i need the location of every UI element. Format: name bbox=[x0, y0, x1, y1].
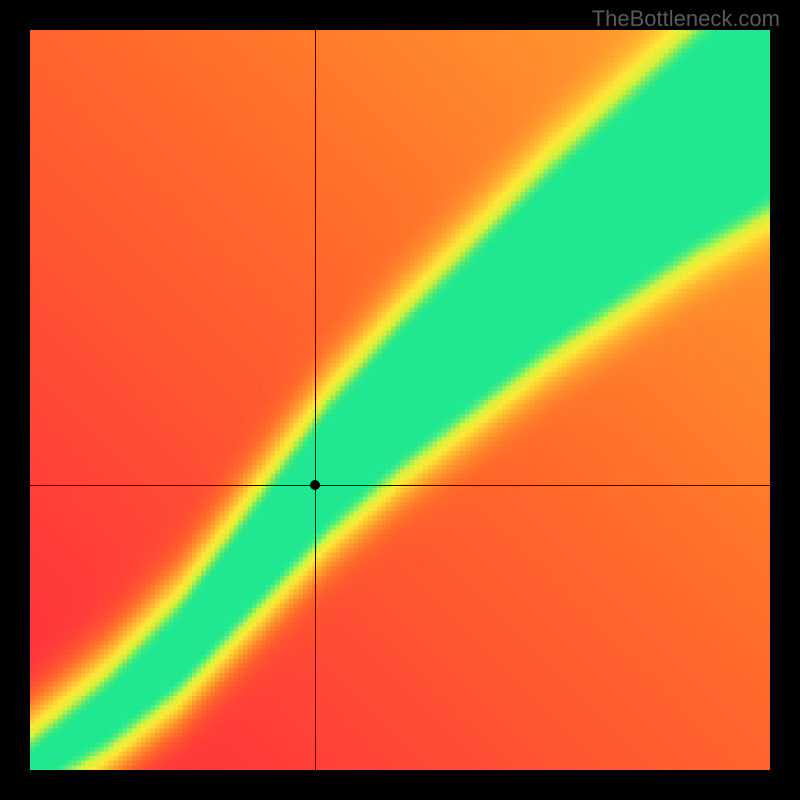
watermark-text: TheBottleneck.com bbox=[592, 6, 780, 32]
crosshair-marker-dot bbox=[310, 480, 320, 490]
crosshair-horizontal bbox=[30, 485, 770, 486]
crosshair-vertical bbox=[315, 30, 316, 770]
heatmap-canvas bbox=[30, 30, 770, 770]
heatmap-plot bbox=[30, 30, 770, 770]
